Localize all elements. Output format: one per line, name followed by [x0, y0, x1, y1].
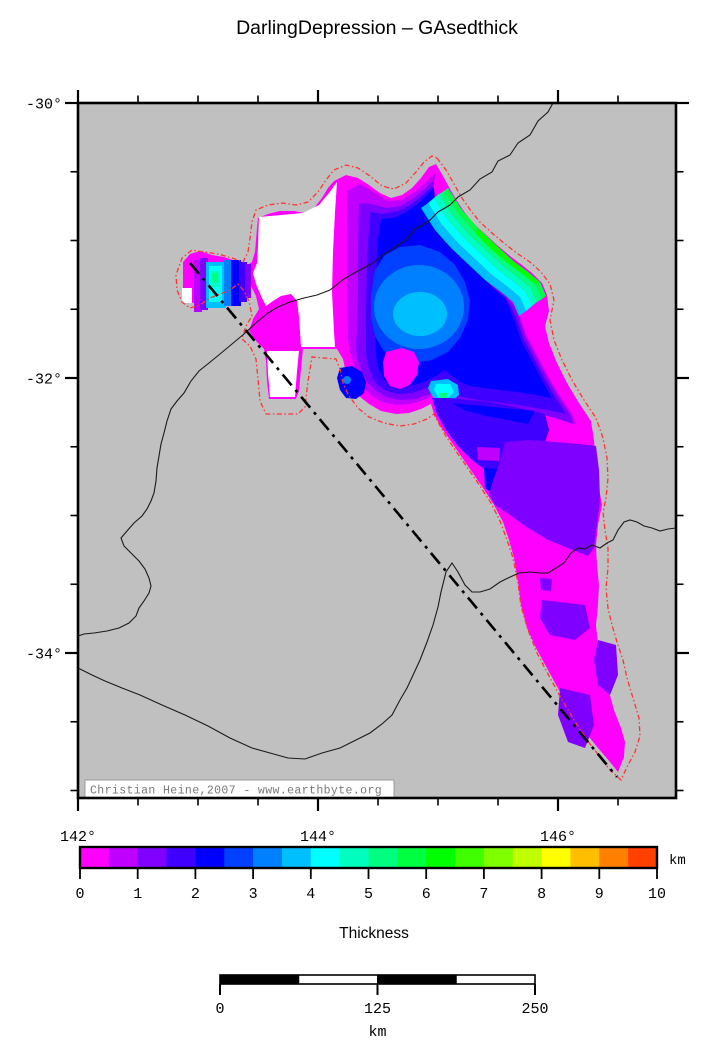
basin-outline: [175, 155, 641, 782]
colorbar-cell: [253, 847, 283, 868]
lobe-col-1p5km: [239, 262, 247, 302]
ne-band-6km: [475, 228, 538, 285]
colorbar: 0 1 2 3 4 5 6 7 8 9 10 km Thickness: [75, 845, 686, 942]
colorbar-cell: [483, 847, 514, 868]
colorbar-cell: [628, 847, 658, 868]
scalebar-label: 0: [215, 1001, 224, 1018]
ne-band-4p5km: [434, 194, 537, 306]
scalebar-segments: [219, 974, 536, 985]
lobe-col-3km: [224, 260, 233, 306]
scale-bar: 0 125 250 km: [215, 974, 549, 1041]
tail-band-1km: [489, 440, 600, 556]
latitude-label: -30°: [26, 97, 62, 114]
longitude-labels: 142° 144° 146°: [60, 829, 576, 846]
colorbar-cell: [570, 847, 600, 868]
colorbar-ticks: [79, 868, 658, 879]
colorbar-label: Thickness: [339, 925, 409, 942]
river-border-line: [77, 519, 677, 760]
lobe-col-1km: [200, 258, 208, 310]
cross-section-line: [189, 262, 618, 778]
map-panel: Christian Heine,2007 - www.earthbyte.org…: [26, 90, 689, 846]
colorbar-cell: [108, 847, 139, 868]
axis-ticks: [65, 90, 689, 811]
tail-spot-0p5km: [477, 447, 500, 461]
attribution: Christian Heine,2007 - www.earthbyte.org: [84, 779, 395, 799]
colorbar-cell: [397, 847, 427, 868]
colorbar-cell: [339, 847, 369, 868]
latitude-labels: -30° -32° -34°: [26, 97, 62, 664]
colorbar-tick-labels: 0 1 2 3 4 5 6 7 8 9 10: [75, 886, 666, 903]
scalebar-label: 125: [364, 1001, 391, 1018]
tail-band-2km-a: [452, 403, 535, 424]
lobe-col-0p5km: [194, 260, 202, 312]
colorbar-cell: [455, 847, 485, 868]
ne-band-5km: [439, 191, 542, 302]
colorbar-cell: [426, 847, 456, 868]
nodata-hole-lobe: [182, 288, 192, 303]
colorbar-cell: [541, 847, 571, 868]
latitude-label: -32°: [26, 372, 62, 389]
magenta-patch-south: [383, 348, 419, 389]
lobe-col-1km-b: [245, 264, 251, 298]
longitude-label: 144°: [300, 829, 336, 846]
nodata-hole-strip: [267, 351, 299, 397]
ne-band-4km: [428, 198, 532, 311]
scalebar-labels: 0 125 250: [215, 1001, 548, 1018]
colorbar-cell: [599, 847, 629, 868]
blue-tongue-south: [337, 366, 366, 399]
colorbar-cell: [281, 847, 312, 868]
colorbar-tick-label: 5: [364, 886, 373, 903]
attribution-text: Christian Heine,2007 - www.earthbyte.org: [90, 785, 382, 798]
scalebar-segment: [377, 974, 457, 985]
colorbar-tick-label: 7: [479, 886, 488, 903]
colorbar-tick-label: 6: [422, 886, 431, 903]
scalebar-segment: [298, 974, 378, 985]
colorbar-cell: [137, 847, 168, 868]
colorbar-tick-label: 1: [133, 886, 142, 903]
green-dot-south: [439, 393, 448, 399]
colorbar-tick-label: 3: [249, 886, 258, 903]
colorbar-tick-label: 2: [191, 886, 200, 903]
lobe-col-2km: [231, 260, 241, 306]
colorbar-tick-label: 4: [306, 886, 315, 903]
colorbar-cell: [512, 847, 543, 868]
colorbar-unit: km: [669, 853, 686, 869]
state-border-line: [77, 102, 554, 637]
colorbar-cell: [166, 847, 196, 868]
lobe-patch-5km: [212, 273, 218, 282]
tail-patch-b: [558, 688, 594, 748]
figure-title: DarlingDepression – GAsedthick: [236, 17, 518, 39]
tail-patch-c: [594, 640, 618, 695]
colorbar-tick-label: 10: [648, 886, 666, 903]
longitude-label: 142°: [60, 829, 96, 846]
tail-patch-a: [540, 600, 590, 640]
map-frame: [76, 101, 678, 800]
tail-patch-d: [540, 578, 552, 591]
thickness-raster: [182, 164, 625, 772]
colorbar-tick-label: 9: [595, 886, 604, 903]
latitude-label: -34°: [26, 647, 62, 664]
colorbar-cell: [80, 847, 110, 868]
scalebar-unit: km: [368, 1024, 386, 1041]
longitude-label: 146°: [540, 829, 576, 846]
colorbar-cells: [80, 847, 658, 868]
scalebar-label: 250: [521, 1001, 548, 1018]
colorbar-cell: [368, 847, 398, 868]
colorbar-cell: [224, 847, 254, 868]
ne-band-3p5km: [421, 203, 526, 316]
colorbar-tick-label: 8: [537, 886, 546, 903]
scalebar-segment: [219, 974, 300, 985]
scalebar-ticks: [219, 984, 536, 995]
colorbar-cell: [310, 847, 341, 868]
scalebar-segment: [455, 974, 536, 985]
nodata-hole-main: [253, 182, 337, 347]
raster-core-3p5km: [393, 292, 447, 336]
colorbar-tick-label: 0: [75, 886, 84, 903]
blue-dot-south: [343, 376, 351, 384]
cyan-spot-inner: [434, 384, 454, 398]
colorbar-cell: [195, 847, 225, 868]
